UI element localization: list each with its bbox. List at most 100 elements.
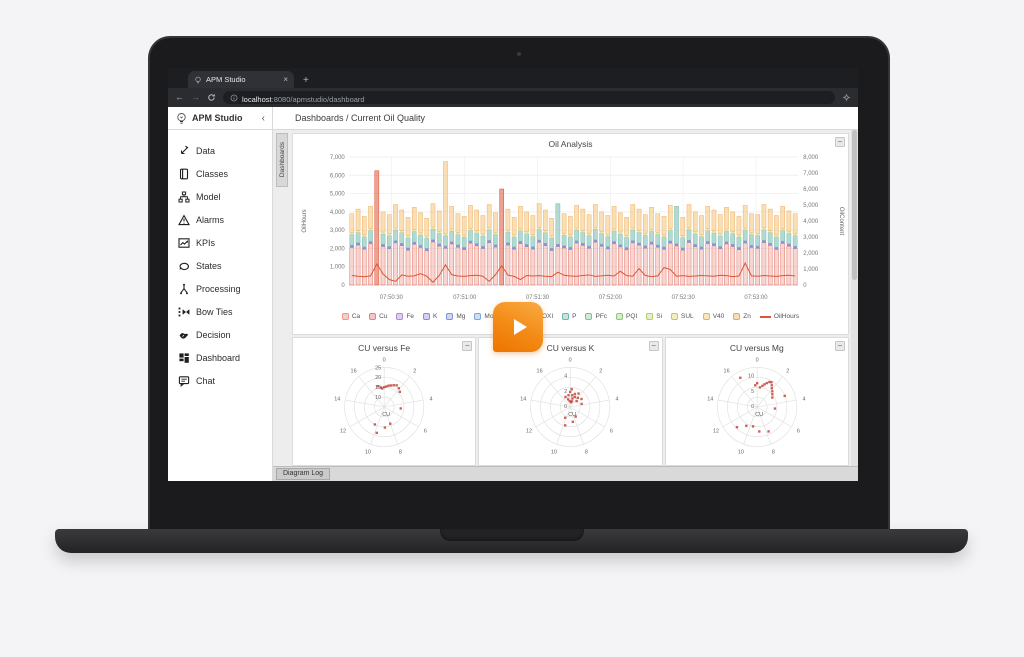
svg-text:2: 2 (413, 369, 416, 375)
video-play-button[interactable] (493, 302, 543, 352)
legend-swatch (671, 313, 679, 320)
legend-item[interactable]: V40 (702, 313, 724, 320)
svg-text:0: 0 (803, 283, 807, 289)
new-tab-icon[interactable]: + (303, 75, 309, 86)
svg-text:25: 25 (375, 365, 381, 371)
svg-text:8,000: 8,000 (803, 155, 819, 161)
oil-analysis-panel: Oil Analysis − 0 1,000 2,000 3,000 4,000 5,00… (292, 133, 849, 335)
dashboard-content: Dashboards Oil Analysis − 0 1,000 2,000 3,0… (273, 130, 858, 481)
site-info-icon[interactable] (230, 94, 238, 102)
url-bar[interactable]: localhost:8080/apmstudio/dashboard (223, 91, 835, 104)
decision-handshake-icon (179, 332, 189, 339)
svg-text:1,000: 1,000 (330, 265, 346, 271)
reload-icon[interactable] (207, 93, 216, 102)
legend-label: P (572, 313, 577, 320)
sidebar-item-states[interactable]: States (168, 254, 272, 277)
svg-text:6: 6 (424, 429, 427, 435)
legend-item[interactable]: Mg (446, 313, 465, 320)
laptop-base-notch (439, 529, 584, 541)
legend-swatch (396, 313, 404, 320)
svg-text:5,000: 5,000 (330, 192, 346, 198)
legend-item[interactable]: Si (646, 313, 662, 320)
content-scrollbar[interactable] (851, 130, 858, 466)
svg-text:CU: CU (569, 412, 577, 418)
legend-item[interactable]: Cu (369, 313, 387, 320)
sidebar-item-bowties[interactable]: Bow Ties (168, 300, 272, 323)
browser-settings-icon[interactable] (842, 93, 851, 102)
sidebar-item-model[interactable]: Model (168, 185, 272, 208)
svg-text:2: 2 (564, 389, 567, 395)
svg-text:14: 14 (521, 397, 527, 403)
browser-tab[interactable]: APM Studio × (188, 71, 294, 88)
legend-item[interactable]: OilHours (759, 313, 799, 320)
legend-line-swatch (759, 315, 771, 318)
cu-vs-fe-panel: CU versus Fe − 0 2 4 6 8 10 12 14 16 10 15 20 25 CU (292, 337, 477, 466)
dashboard-icon (179, 352, 189, 363)
svg-text:0: 0 (755, 357, 758, 363)
sidebar-item-alarms[interactable]: Alarms (168, 208, 272, 231)
cu-vs-mg-collapse-button[interactable]: − (834, 341, 845, 351)
sidebar-item-decision[interactable]: Decision (168, 323, 272, 346)
breadcrumb: Dashboards / Current Oil Quality (295, 113, 426, 123)
legend-label: Mg (456, 313, 466, 320)
legend-item[interactable]: PFc (585, 313, 607, 320)
svg-text:4,000: 4,000 (803, 219, 819, 225)
svg-text:15: 15 (375, 385, 381, 391)
svg-text:16: 16 (723, 369, 729, 375)
sidebar-item-data[interactable]: Data (168, 139, 272, 162)
forward-icon[interactable]: → (191, 92, 200, 102)
states-icon (179, 262, 189, 270)
legend-item[interactable]: Fe (396, 313, 414, 320)
sidebar-item-kpis[interactable]: KPIs (168, 231, 272, 254)
svg-text:12: 12 (713, 429, 719, 435)
svg-text:14: 14 (334, 397, 340, 403)
svg-text:10: 10 (375, 395, 381, 401)
sidebar-item-dashboard[interactable]: Dashboard (168, 346, 272, 369)
polar-charts-row: CU versus Fe − 0 2 4 6 8 10 12 14 16 10 15 20 25 CU C… (292, 337, 849, 466)
back-icon[interactable]: ← (175, 92, 184, 102)
legend-item[interactable]: K (423, 313, 437, 320)
processing-icon (180, 283, 188, 294)
dock-tab-dashboards[interactable]: Dashboards (276, 133, 288, 187)
svg-text:6,000: 6,000 (803, 187, 819, 193)
svg-text:16: 16 (351, 369, 357, 375)
legend-item[interactable]: Mo (474, 313, 493, 320)
legend-item[interactable]: P (562, 313, 576, 320)
sidebar-item-classes[interactable]: Classes (168, 162, 272, 185)
cu-vs-fe-collapse-button[interactable]: − (462, 341, 473, 351)
tab-close-icon[interactable]: × (283, 75, 288, 84)
svg-text:07:53:00: 07:53:00 (744, 295, 768, 301)
cu-vs-mg-chart: 0 2 4 6 8 10 12 14 16 0 5 10 CU (707, 357, 805, 455)
svg-text:OilHours: OilHours (302, 209, 308, 232)
legend-swatch (369, 313, 377, 320)
oil-panel-collapse-button[interactable]: − (835, 137, 845, 147)
apm-studio-app: APM Studio ‹ Dashboards / Current Oil Qu… (168, 107, 858, 481)
legend-label: Si (656, 313, 663, 320)
legend-swatch (423, 313, 431, 320)
legend-item[interactable]: SUL (671, 313, 694, 320)
legend-swatch (474, 313, 482, 320)
sidebar-collapse-chevron-icon[interactable]: ‹ (261, 112, 265, 124)
svg-text:4: 4 (802, 397, 805, 403)
legend-item[interactable]: Zn (733, 313, 751, 320)
svg-text:4: 4 (616, 397, 619, 403)
sidebar-item-chat[interactable]: Chat (168, 369, 272, 392)
svg-text:CU: CU (755, 412, 763, 418)
cu-vs-k-collapse-button[interactable]: − (648, 341, 659, 351)
svg-text:6: 6 (796, 429, 799, 435)
svg-text:20: 20 (375, 375, 381, 381)
svg-text:2,000: 2,000 (803, 251, 819, 257)
diagram-log-tab[interactable]: Diagram Log (276, 468, 331, 480)
legend-swatch (616, 313, 624, 320)
svg-text:2: 2 (786, 369, 789, 375)
tab-title: APM Studio (206, 75, 246, 84)
sidebar-item-processing[interactable]: Processing (168, 277, 272, 300)
svg-text:14: 14 (707, 397, 713, 403)
content-scrollbar-thumb[interactable] (852, 130, 857, 280)
app-body: Data Classes Model (168, 130, 858, 481)
legend-item[interactable]: Ca (341, 313, 360, 320)
legend-item[interactable]: PQI (616, 313, 637, 320)
legend-label: Fe (406, 313, 415, 320)
legend-label: K (433, 313, 438, 320)
brand-name: APM Studio (192, 113, 243, 123)
